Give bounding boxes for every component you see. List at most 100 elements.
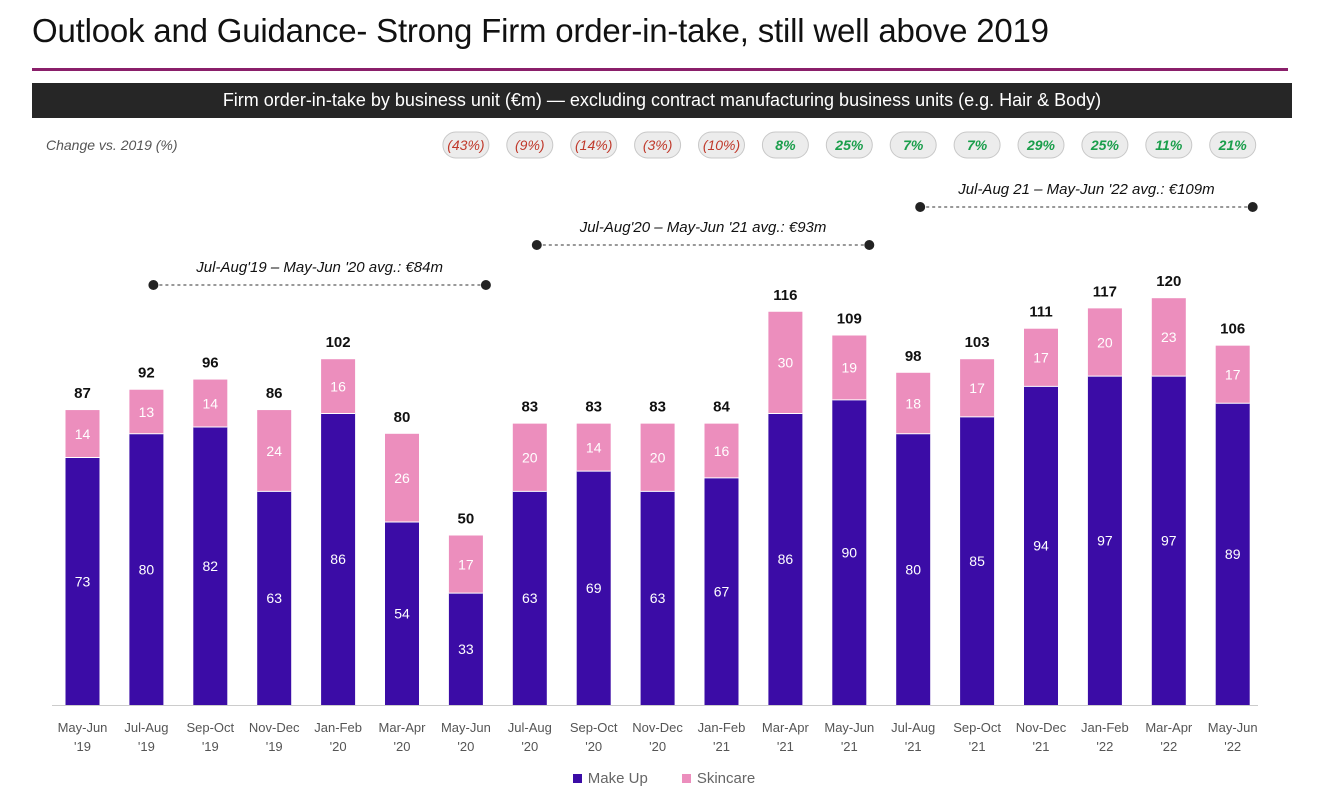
x-tick-label: Jul-Aug xyxy=(891,720,935,735)
x-tick-label-year: '20 xyxy=(457,739,474,754)
change-pill-label: (9%) xyxy=(515,137,545,153)
x-tick-label-year: '19 xyxy=(202,739,219,754)
change-pill xyxy=(698,131,745,159)
data-label-total: 87 xyxy=(74,385,91,402)
change-pill xyxy=(1145,131,1193,159)
bar-makeup xyxy=(1151,376,1186,705)
x-tick-label-year: '21 xyxy=(905,739,922,754)
x-tick-label-year: '19 xyxy=(138,739,155,754)
bar-skincare xyxy=(896,372,931,434)
data-label-total: 84 xyxy=(713,399,730,416)
average-range-label: Jul-Aug'20 – May-Jun '21 avg.: €93m xyxy=(579,219,827,236)
change-pill xyxy=(889,131,937,159)
x-tick-label-year: '22 xyxy=(1224,739,1241,754)
data-label-makeup: 97 xyxy=(1097,533,1113,549)
data-label-total: 86 xyxy=(266,385,283,402)
data-label-total: 83 xyxy=(585,399,602,416)
x-tick-label: Mar-Apr xyxy=(1145,720,1193,735)
x-tick-label: Nov-Dec xyxy=(632,720,683,735)
data-label-makeup: 86 xyxy=(330,551,346,567)
x-tick-label: Jan-Feb xyxy=(698,720,746,735)
data-label-skincare: 17 xyxy=(1033,350,1049,366)
legend-swatch-makeup xyxy=(572,774,582,783)
change-pill-label: 25% xyxy=(834,137,864,153)
bar-makeup xyxy=(832,399,867,705)
x-tick-label: Mar-Apr xyxy=(762,720,810,735)
data-label-skincare: 19 xyxy=(842,360,858,376)
data-label-skincare: 20 xyxy=(1097,334,1113,350)
x-tick-label-year: '20 xyxy=(394,739,411,754)
bar-skincare xyxy=(960,359,995,417)
data-label-skincare: 16 xyxy=(330,378,346,394)
x-tick-label-year: '22 xyxy=(1096,739,1113,754)
x-tick-label: Sep-Oct xyxy=(570,720,618,735)
data-label-total: 50 xyxy=(458,511,475,528)
average-range-start-dot xyxy=(915,202,926,212)
bar-skincare xyxy=(832,335,867,400)
data-label-total: 117 xyxy=(1093,283,1117,300)
change-pill xyxy=(506,131,554,159)
x-tick-label-year: '20 xyxy=(649,739,666,754)
change-pill-label: (3%) xyxy=(643,137,673,153)
data-label-makeup: 67 xyxy=(714,583,730,599)
bar-skincare xyxy=(768,311,803,414)
data-label-skincare: 16 xyxy=(714,443,730,459)
x-tick-label: May-Jun xyxy=(1208,720,1258,735)
change-pill-label: (43%) xyxy=(447,137,484,153)
legend-item-makeup: Make Up xyxy=(572,770,648,787)
data-label-skincare: 20 xyxy=(522,450,538,466)
change-pill xyxy=(442,131,490,159)
bar-makeup xyxy=(1024,386,1058,705)
x-tick-label-year: '20 xyxy=(585,739,602,754)
data-label-total: 116 xyxy=(773,287,797,304)
bar-makeup xyxy=(193,427,228,705)
x-tick-label: Sep-Oct xyxy=(186,720,234,735)
bar-skincare xyxy=(576,423,611,472)
bar-skincare xyxy=(257,410,292,492)
chart-banner: Firm order-in-take by business unit (€m)… xyxy=(32,83,1292,118)
data-label-total: 83 xyxy=(649,399,666,416)
data-label-skincare: 24 xyxy=(266,443,282,459)
bar-makeup xyxy=(257,491,292,705)
data-label-total: 96 xyxy=(202,355,219,372)
bar-makeup xyxy=(768,413,803,705)
x-tick-label-year: '20 xyxy=(521,739,538,754)
chart-legend: Make Up Skincare xyxy=(0,770,1328,787)
change-pill xyxy=(634,131,682,159)
bar-skincare xyxy=(385,433,419,522)
data-label-skincare: 14 xyxy=(75,426,91,442)
change-pill xyxy=(570,131,618,159)
bar-skincare xyxy=(193,379,228,428)
bar-skincare xyxy=(640,423,675,492)
data-label-makeup: 86 xyxy=(778,551,794,567)
data-label-skincare: 17 xyxy=(969,380,985,396)
change-pill xyxy=(953,131,1001,159)
bar-makeup xyxy=(1215,403,1250,705)
data-label-makeup: 54 xyxy=(394,605,410,621)
x-tick-label-year: '21 xyxy=(969,739,986,754)
average-range-end-dot xyxy=(864,240,875,250)
data-label-makeup: 69 xyxy=(586,580,602,596)
data-label-makeup: 85 xyxy=(969,553,985,569)
bar-makeup xyxy=(576,471,611,705)
change-pill-label: 11% xyxy=(1155,137,1183,153)
data-label-skincare: 17 xyxy=(1225,366,1241,382)
legend-label-skincare: Skincare xyxy=(696,770,756,787)
data-label-makeup: 80 xyxy=(905,561,921,577)
data-label-total: 111 xyxy=(1029,304,1052,321)
x-tick-label: May-Jun xyxy=(824,720,874,735)
bar-makeup xyxy=(65,457,100,705)
data-label-makeup: 97 xyxy=(1161,533,1177,549)
x-tick-label-year: '21 xyxy=(713,739,730,754)
bar-skincare xyxy=(1024,328,1058,387)
average-range-start-dot xyxy=(531,240,542,250)
bar-makeup xyxy=(960,416,995,705)
data-label-makeup: 94 xyxy=(1033,538,1049,554)
change-pill-label: 7% xyxy=(967,137,988,153)
bar-skincare xyxy=(1087,308,1122,377)
bar-skincare xyxy=(704,423,739,478)
bar-skincare xyxy=(1215,345,1250,404)
change-pill-label: 8% xyxy=(775,137,796,153)
x-tick-label-year: '21 xyxy=(777,739,794,754)
